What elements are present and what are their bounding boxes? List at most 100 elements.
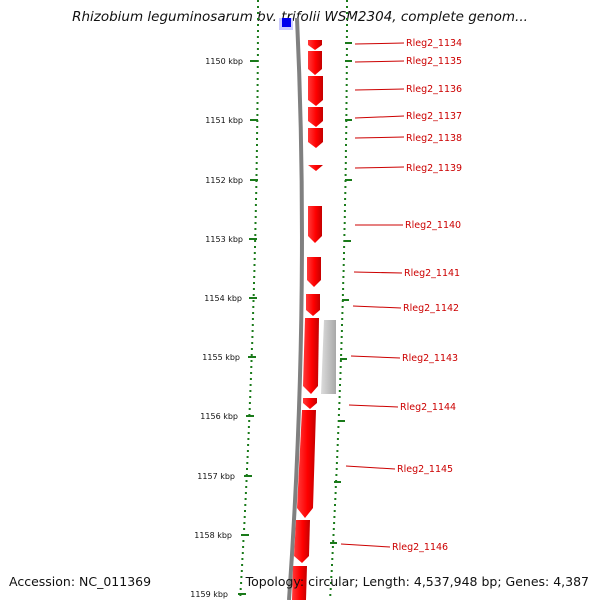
scale-dot bbox=[334, 504, 336, 506]
scale-tick-label: 1154 kbp bbox=[204, 294, 242, 303]
gene-label-leader bbox=[348, 404, 399, 408]
scale-dot bbox=[243, 528, 246, 530]
feature-blue[interactable] bbox=[282, 18, 291, 27]
scale-dot bbox=[331, 558, 334, 560]
gene-arrow-rleg2-1145[interactable] bbox=[297, 410, 316, 518]
scale-dot bbox=[252, 288, 255, 290]
gene-label-leader bbox=[354, 136, 405, 139]
scale-dot bbox=[256, 72, 259, 74]
scale-dot bbox=[251, 324, 254, 326]
gene-label[interactable]: Rleg2_1145 bbox=[397, 464, 453, 475]
gene-arrow-rleg2-1144[interactable] bbox=[303, 398, 317, 409]
scale-dot bbox=[252, 312, 255, 314]
scale-dot bbox=[257, 18, 259, 20]
scale-dot bbox=[341, 294, 344, 296]
scale-dot bbox=[338, 390, 341, 392]
gene-arrow-rleg2-1139[interactable] bbox=[308, 165, 323, 171]
gene-label[interactable]: Rleg2_1138 bbox=[406, 133, 462, 144]
scale-dot bbox=[255, 150, 258, 152]
gene-label[interactable]: Rleg2_1137 bbox=[406, 111, 462, 122]
gene-label[interactable]: Rleg2_1142 bbox=[403, 303, 459, 314]
gene-arrow-rleg2-1134[interactable] bbox=[308, 40, 322, 50]
scale-dot bbox=[250, 366, 253, 368]
gene-arrow-partial[interactable] bbox=[292, 566, 307, 600]
scale-dot bbox=[331, 564, 333, 566]
gene-arrow-rleg2-1142[interactable] bbox=[306, 294, 320, 316]
scale-dot bbox=[345, 48, 348, 50]
gene-arrow-rleg2-1135[interactable] bbox=[308, 51, 322, 75]
scale-dot bbox=[257, 30, 259, 32]
scale-dot bbox=[332, 534, 335, 536]
gene-label[interactable]: Rleg2_1143 bbox=[402, 353, 458, 364]
gene-label[interactable]: Rleg2_1144 bbox=[400, 402, 456, 413]
scale-dot bbox=[335, 462, 338, 464]
scale-tick-label: 1150 kbp bbox=[205, 57, 243, 66]
gene-label[interactable]: Rleg2_1135 bbox=[406, 56, 462, 67]
scale-dot bbox=[256, 96, 259, 98]
scale-dot bbox=[253, 276, 256, 278]
feature-gray[interactable] bbox=[321, 320, 336, 394]
scale-tick-label: 1156 kbp bbox=[200, 412, 238, 421]
gene-label[interactable]: Rleg2_1141 bbox=[404, 268, 460, 279]
scale-tick-label: 1157 kbp bbox=[197, 472, 235, 481]
scale-dot bbox=[346, 24, 348, 26]
scale-dot bbox=[241, 564, 244, 566]
scale-dot bbox=[256, 54, 259, 56]
scale-dot bbox=[250, 360, 253, 362]
scale-dot bbox=[345, 66, 348, 68]
scale-tick-label: 1151 kbp bbox=[205, 116, 243, 125]
scale-dot bbox=[247, 432, 250, 434]
scale-dot bbox=[345, 138, 348, 140]
scale-dot bbox=[342, 276, 345, 278]
scale-dot bbox=[244, 504, 247, 506]
gene-label[interactable]: Rleg2_1134 bbox=[406, 38, 462, 49]
scale-dot bbox=[344, 198, 347, 200]
gene-label[interactable]: Rleg2_1136 bbox=[406, 84, 462, 95]
gene-arrow-rleg2-1137[interactable] bbox=[308, 107, 323, 127]
scale-dot bbox=[343, 246, 346, 248]
scale-dot bbox=[338, 402, 341, 404]
scale-dot bbox=[333, 510, 336, 512]
gene-arrow-rleg2-1138[interactable] bbox=[308, 128, 323, 148]
scale-dot bbox=[251, 342, 254, 344]
scale-dot bbox=[344, 186, 347, 188]
gene-label-leader bbox=[354, 115, 405, 119]
gene-arrow-rleg2-1146[interactable] bbox=[294, 520, 310, 563]
scale-dot bbox=[252, 300, 255, 302]
scale-dot bbox=[254, 210, 257, 212]
gene-arrow-rleg2-1141[interactable] bbox=[307, 257, 321, 287]
scale-dot bbox=[253, 258, 256, 260]
scale-dot bbox=[247, 426, 250, 428]
gene-label[interactable]: Rleg2_1140 bbox=[405, 220, 461, 231]
scale-tick-label: 1153 kbp bbox=[205, 235, 243, 244]
gene-label-leader bbox=[345, 465, 396, 470]
scale-dot bbox=[246, 468, 248, 470]
gene-arrow-rleg2-1143[interactable] bbox=[303, 318, 319, 394]
scale-dot bbox=[334, 498, 337, 500]
gene-label[interactable]: Rleg2_1139 bbox=[406, 163, 462, 174]
gene-label[interactable]: Rleg2_1146 bbox=[392, 542, 448, 553]
scale-dot bbox=[256, 126, 259, 128]
scale-dot bbox=[250, 372, 253, 374]
scale-dot bbox=[340, 330, 343, 332]
scale-dot bbox=[341, 312, 344, 314]
scale-dot bbox=[345, 78, 348, 80]
scale-dot bbox=[256, 48, 259, 50]
accession-text: Accession: NC_011369 bbox=[9, 574, 152, 589]
scale-dot bbox=[345, 102, 348, 104]
scale-dot bbox=[344, 150, 347, 152]
scale-dot bbox=[256, 36, 259, 38]
scale-dot bbox=[331, 546, 334, 548]
scale-dot bbox=[257, 6, 259, 8]
scale-dot bbox=[244, 498, 247, 500]
scale-dot bbox=[254, 204, 257, 206]
scale-dot bbox=[255, 168, 258, 170]
gene-arrow-rleg2-1140[interactable] bbox=[308, 206, 322, 243]
scale-dot bbox=[345, 84, 348, 86]
scale-dot bbox=[341, 324, 343, 326]
gene-label-leader bbox=[354, 42, 405, 45]
scale-dot bbox=[255, 156, 258, 158]
gene-arrow-rleg2-1136[interactable] bbox=[308, 76, 323, 106]
